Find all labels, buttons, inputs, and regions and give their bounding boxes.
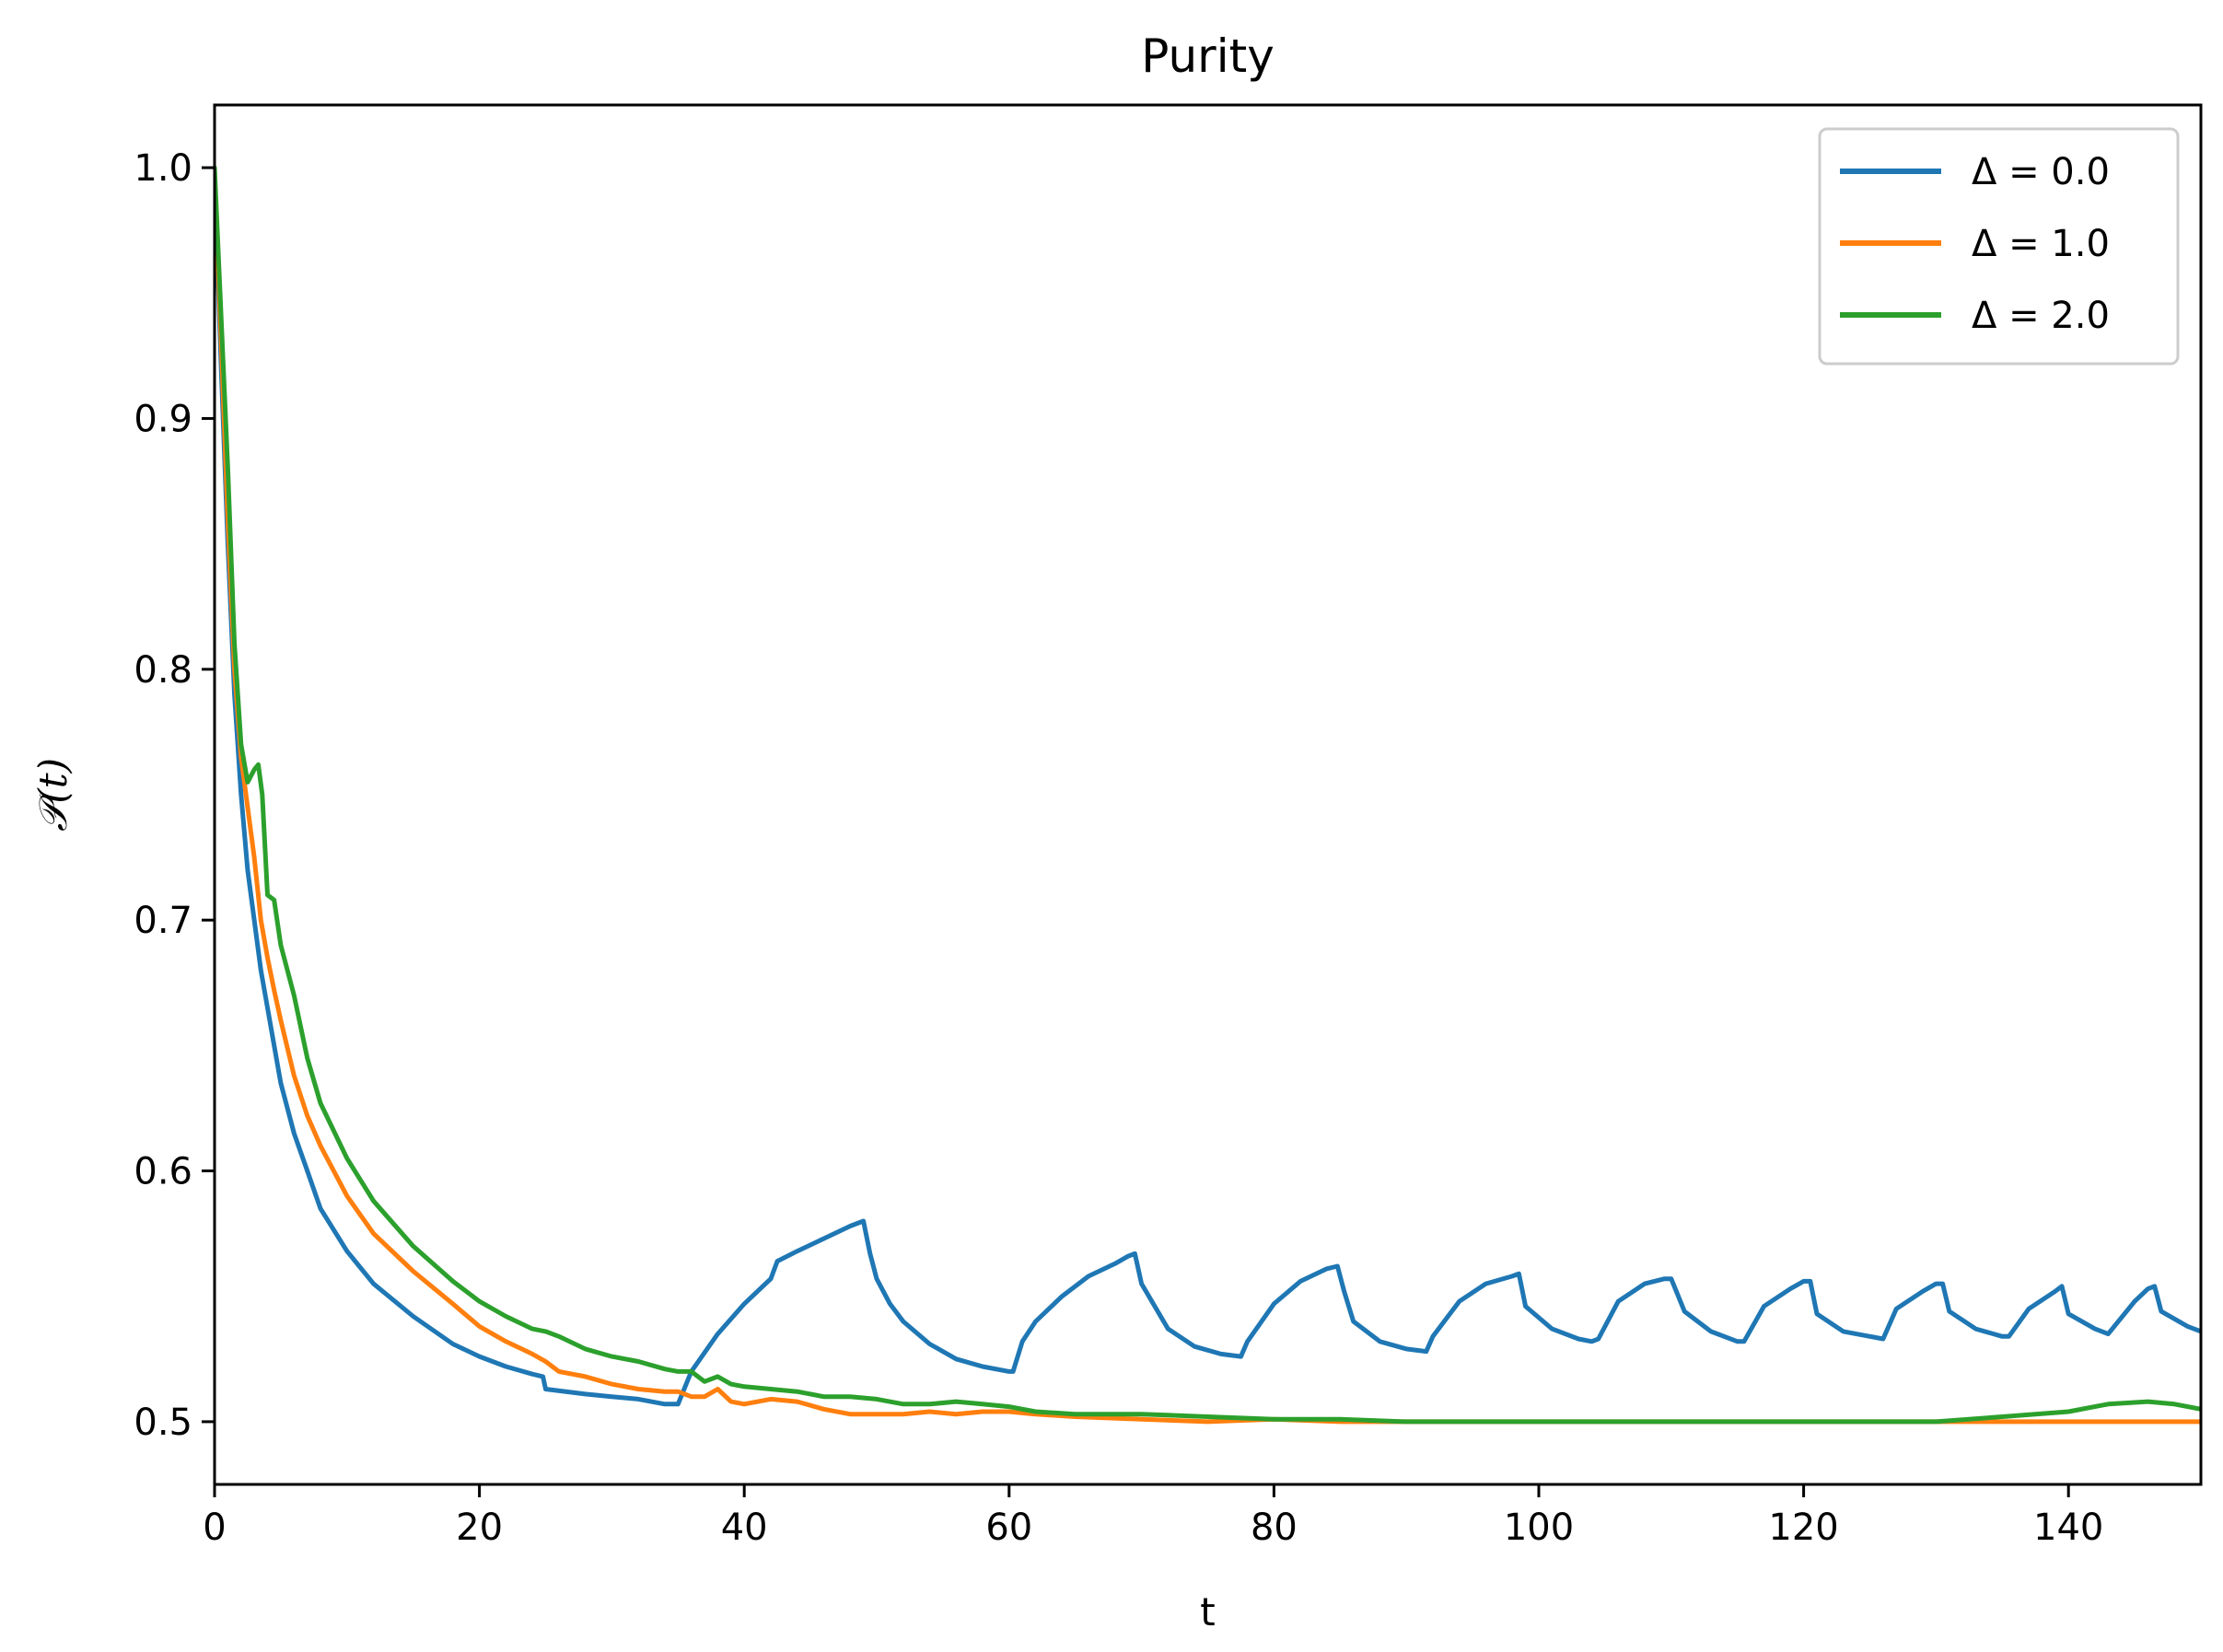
x-tick-label: 0: [203, 1507, 226, 1549]
y-tick-label: 0.7: [134, 900, 192, 942]
y-axis: 0.5 0.6 0.7 0.8 0.9 1.0: [134, 147, 215, 1444]
y-axis-label: 𝒫(t): [30, 758, 76, 832]
x-tick-label: 120: [1768, 1507, 1838, 1549]
plot-lines: [215, 165, 2201, 1425]
y-tick-label: 0.8: [134, 649, 192, 692]
y-tick-label: 0.5: [134, 1402, 192, 1444]
y-tick-label: 0.6: [134, 1151, 192, 1193]
x-tick-label: 140: [2033, 1507, 2103, 1549]
legend-box: [1818, 127, 2180, 366]
legend-label: Δ = 0.0: [1972, 151, 2110, 193]
x-axis: 0 20 40 60 80 100 120 140: [203, 1484, 2103, 1549]
series-line-2: [215, 165, 2201, 1425]
chart-title: Purity: [1141, 29, 1274, 83]
y-tick-label: 0.9: [134, 398, 192, 440]
legend-label: Δ = 2.0: [1972, 295, 2110, 337]
plot-frame: [213, 103, 2203, 1486]
series-line-0: [215, 178, 2201, 1407]
x-tick-label: 80: [1251, 1507, 1298, 1549]
x-tick-label: 100: [1504, 1507, 1574, 1549]
legend-label: Δ = 1.0: [1972, 223, 2110, 265]
x-tick-label: 40: [721, 1507, 768, 1549]
x-tick-label: 60: [985, 1507, 1032, 1549]
legend: Δ = 0.0 Δ = 1.0 Δ = 2.0: [1818, 127, 2180, 366]
x-axis-label: t: [1200, 1589, 1215, 1635]
x-tick-label: 20: [456, 1507, 503, 1549]
y-tick-label: 1.0: [134, 147, 192, 190]
series-line-1: [215, 178, 2201, 1425]
